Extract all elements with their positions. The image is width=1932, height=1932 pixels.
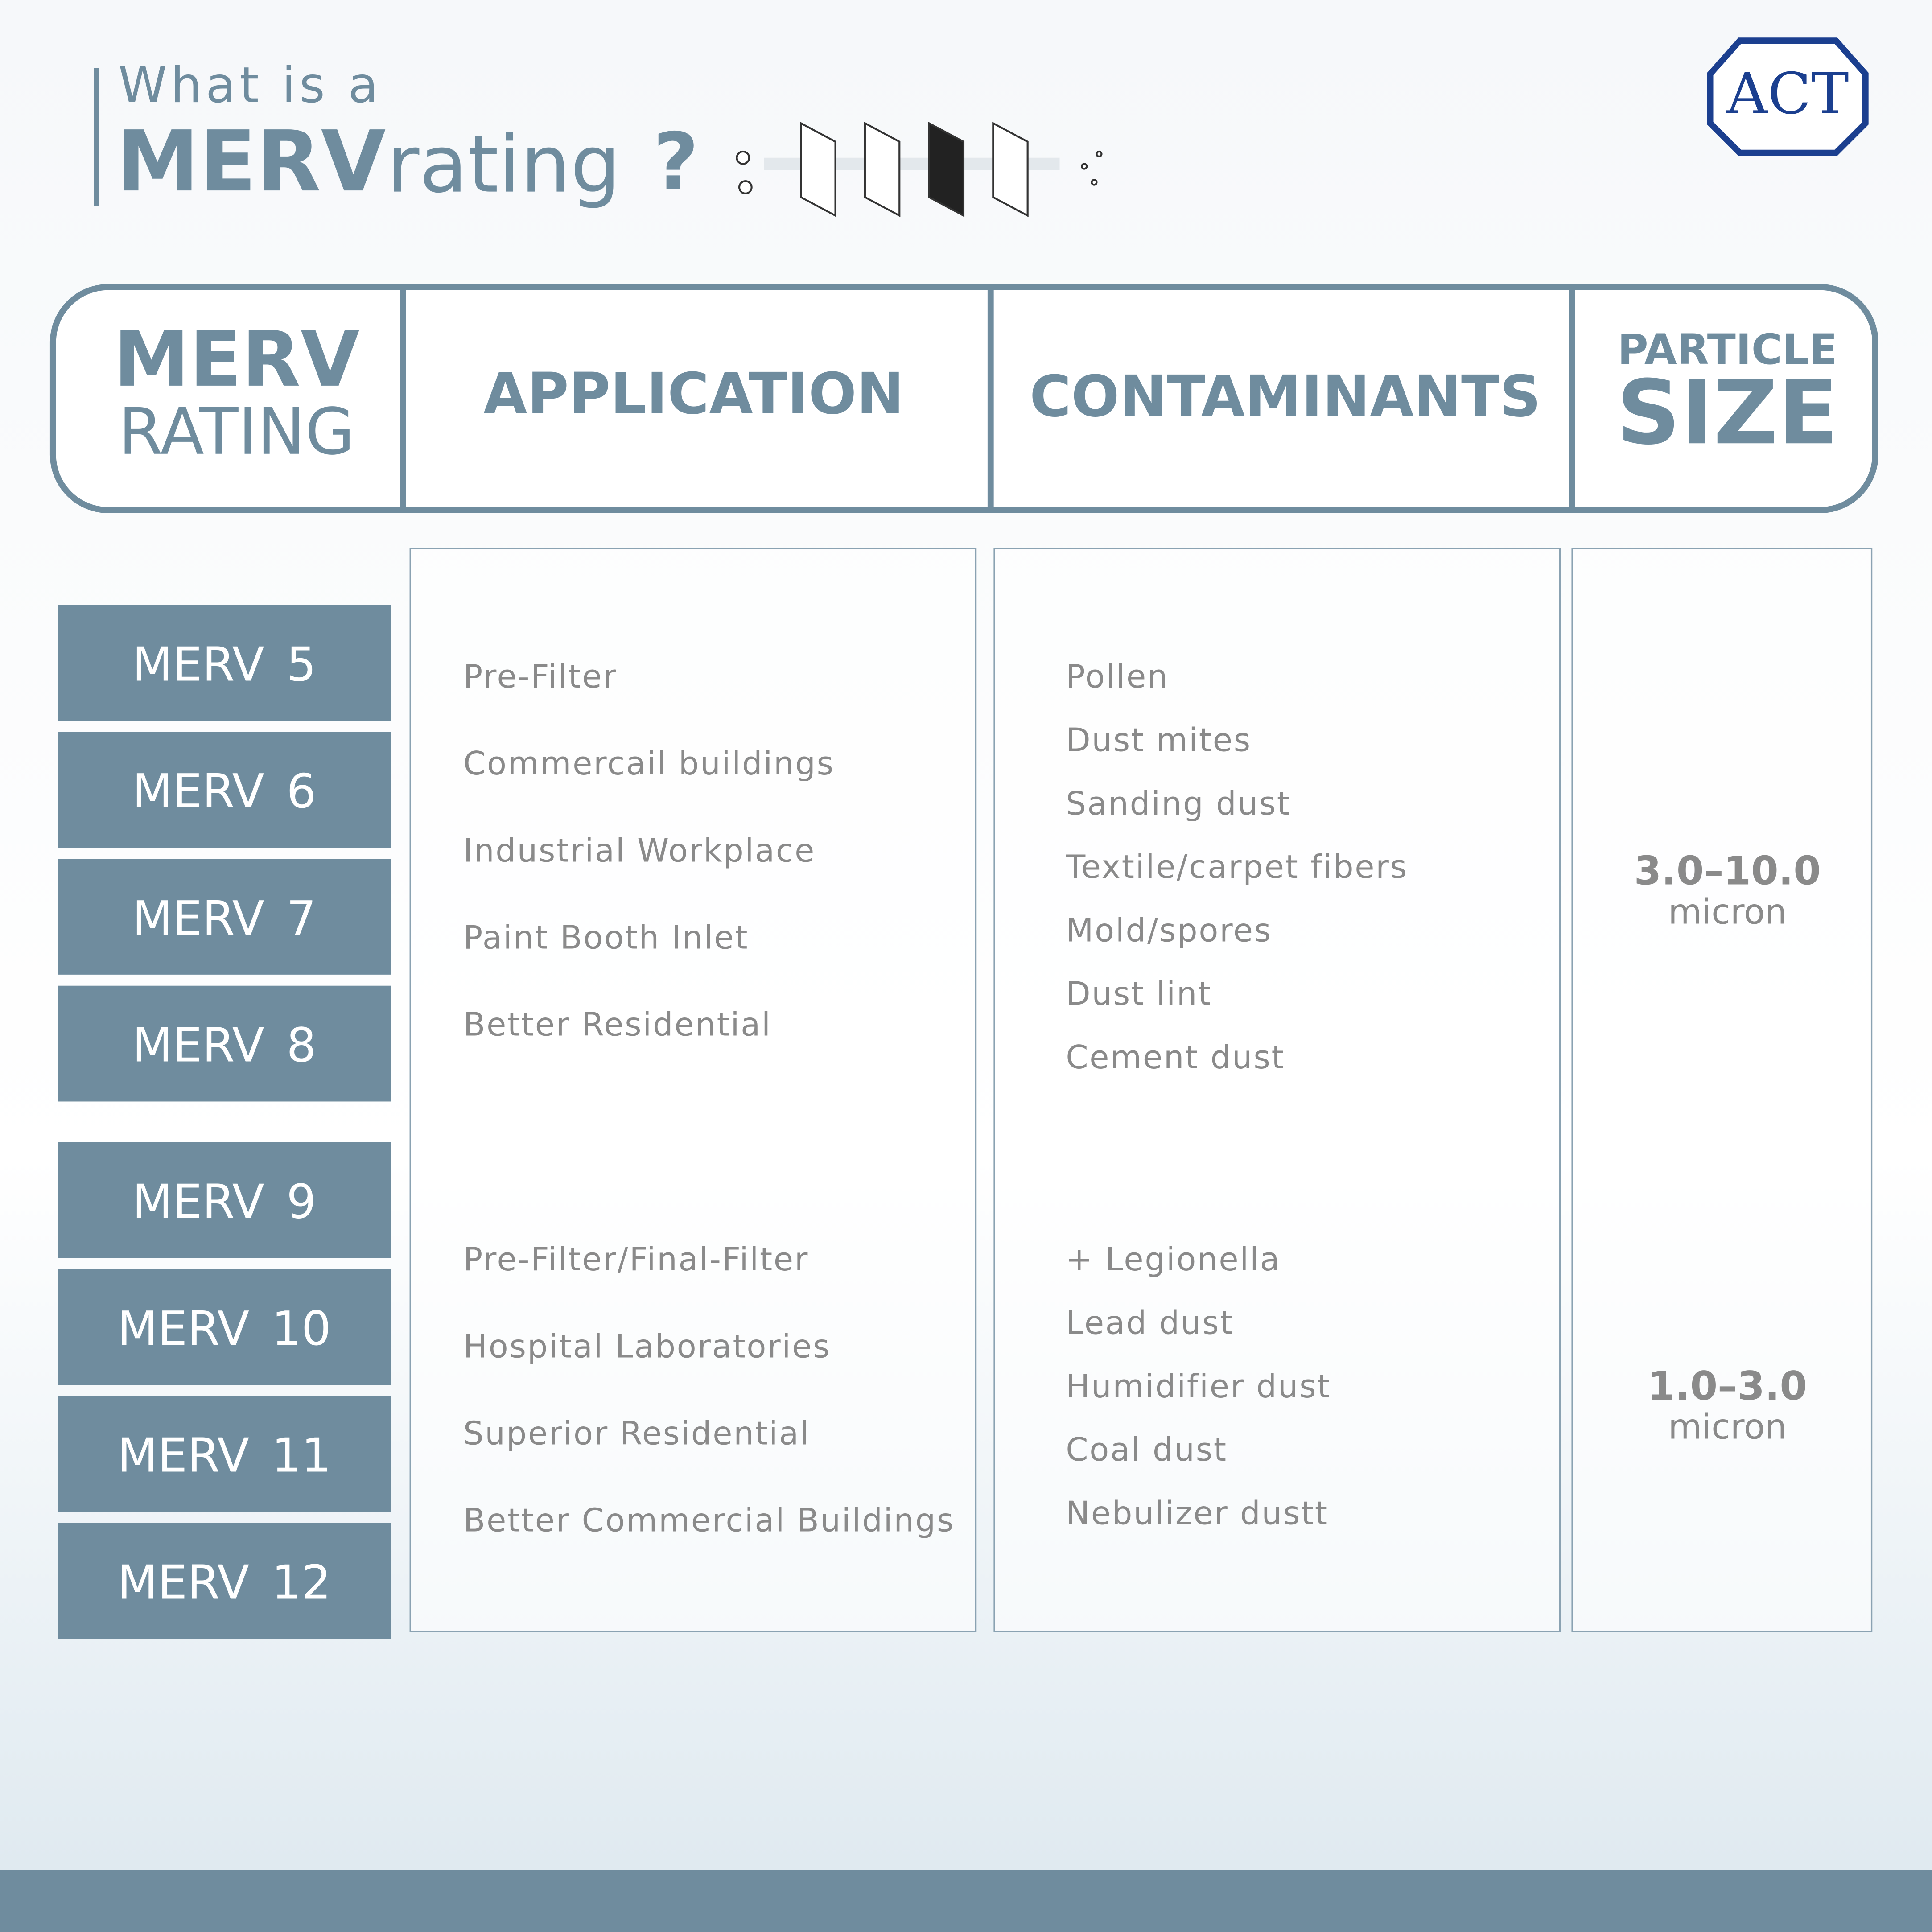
contaminant: Humidifier dust <box>1066 1368 1331 1405</box>
application: Hospital Laboratories <box>463 1327 831 1365</box>
contaminant: Nebulizer dustt <box>1066 1494 1329 1532</box>
particle-size: 3.0–10.0 <box>1634 848 1821 894</box>
rating-box <box>58 1523 391 1639</box>
column-header: RATING <box>119 395 355 469</box>
rating-label: MERV 8 <box>132 1018 317 1072</box>
column-header: APPLICATION <box>483 361 904 427</box>
rating-box <box>58 1142 391 1258</box>
column-header: MERV <box>114 315 360 404</box>
application: Industrial Workplace <box>463 832 816 869</box>
application: Better Commercial Buildings <box>463 1502 955 1539</box>
rating-box <box>58 732 391 848</box>
logo-text: ACT <box>1726 61 1849 127</box>
contaminant: Lead dust <box>1066 1304 1234 1342</box>
rating-label: MERV 6 <box>132 764 317 819</box>
rating-label: MERV 10 <box>117 1302 331 1356</box>
header-dividers <box>400 289 1575 508</box>
contaminant: Dust lint <box>1066 975 1212 1013</box>
application: Pre-Filter <box>463 658 618 695</box>
contaminant: Textile/carpet fibers <box>1065 848 1408 886</box>
contaminant: Pollen <box>1066 658 1169 695</box>
header-box <box>49 284 1878 513</box>
contaminant: Mold/spores <box>1066 911 1272 949</box>
column-boxes <box>409 548 1873 1632</box>
rating-label: MERV 7 <box>132 891 317 946</box>
application: Superior Residential <box>463 1414 810 1452</box>
rating-box <box>58 605 391 721</box>
kicker: What is a <box>118 57 382 114</box>
rating-label: MERV 5 <box>132 638 317 692</box>
filter-icons <box>736 121 1103 218</box>
rating-box <box>58 1396 391 1512</box>
logo: ACT <box>1707 37 1869 156</box>
rating-box <box>58 985 391 1102</box>
particle-unit: micron <box>1668 892 1787 932</box>
particle-size: 1.0–3.0 <box>1648 1363 1807 1409</box>
particle-unit: micron <box>1668 1407 1787 1447</box>
contaminant: + Legionella <box>1066 1240 1281 1278</box>
title-bold: MERV <box>116 113 386 210</box>
column-header: CONTAMINANTS <box>1030 363 1541 429</box>
question-mark: ? <box>653 116 699 208</box>
rating-box <box>58 859 391 975</box>
column-header: PARTICLE <box>1618 325 1837 374</box>
rating-box <box>58 1269 391 1385</box>
title-rest: rating <box>387 119 621 210</box>
application: Commercail buildings <box>463 745 835 782</box>
contaminant: Cement dust <box>1066 1038 1285 1076</box>
contaminant: Coal dust <box>1066 1431 1227 1468</box>
rating-label: MERV 9 <box>132 1174 317 1229</box>
column-header: SIZE <box>1617 361 1838 464</box>
rating-label: MERV 12 <box>117 1555 331 1610</box>
application: Pre-Filter/Final-Filter <box>463 1240 809 1278</box>
contaminant: Sanding dust <box>1066 785 1290 822</box>
contaminant: Dust mites <box>1066 721 1252 758</box>
application: Better Residential <box>463 1006 772 1043</box>
rating-label: MERV 11 <box>117 1429 331 1483</box>
footer-band <box>0 1870 1932 1932</box>
application: Paint Booth Inlet <box>463 919 749 956</box>
